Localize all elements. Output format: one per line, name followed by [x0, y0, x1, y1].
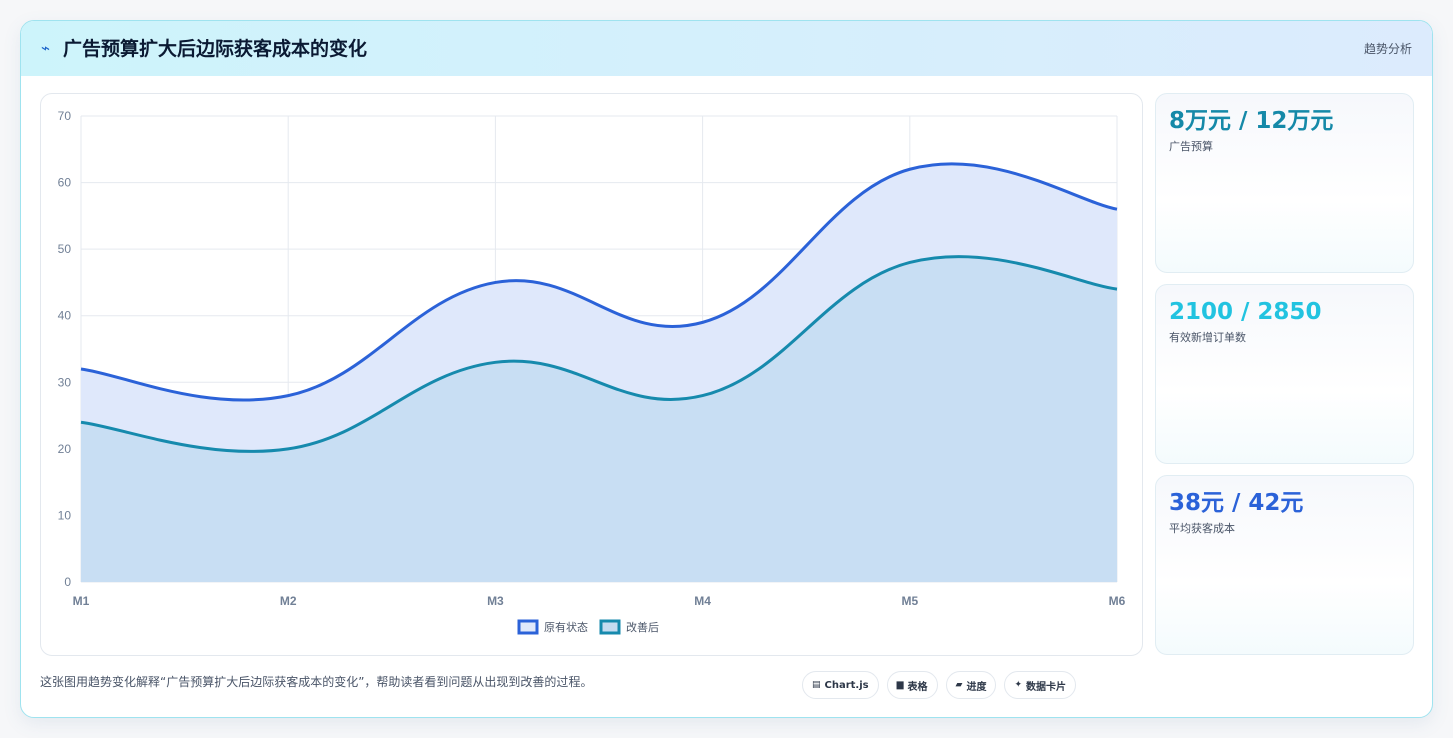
tag-label: Chart.js — [824, 679, 869, 691]
legend-label: 改善后 — [626, 620, 659, 634]
stat-card-new-orders: 2100 / 2850 有效新增订单数 — [1155, 284, 1414, 464]
chart-description: 这张图用趋势变化解释“广告预算扩大后边际获客成本的变化”，帮助读者看到问题从出现… — [40, 675, 593, 689]
legend-swatch — [517, 619, 539, 635]
chart-panel: 0 10 20 30 40 50 60 70 M1 M2 M3 M4 M5 M6 原有状态 改善后 — [40, 93, 1143, 656]
tag-label: 表格 — [907, 681, 928, 693]
series-line-0 — [80, 162, 1118, 402]
tag-data-card[interactable]: ✦ 数据卡片 — [1004, 671, 1077, 699]
chart-icon: ▤ — [812, 680, 821, 690]
stat-value: 2100 / 2850 — [1169, 299, 1322, 325]
tag-label: 数据卡片 — [1026, 681, 1067, 693]
report-card: ⌁ 广告预算扩大后边际获客成本的变化 趋势分析 0 10 20 30 40 50 60 70 M… — [20, 20, 1433, 718]
x-tick-label: M2 — [280, 594, 297, 608]
stat-card-ad-budget: 8万元 / 12万元 广告预算 — [1155, 93, 1414, 273]
series-line-1 — [80, 255, 1118, 453]
x-tick-label: M5 — [901, 594, 918, 608]
card-header: ⌁ 广告预算扩大后边际获客成本的变化 趋势分析 — [21, 21, 1432, 76]
x-tick-label: M3 — [487, 594, 504, 608]
x-tick-label: M6 — [1109, 594, 1126, 608]
tag-progress[interactable]: ▰ 进度 — [945, 671, 997, 699]
sparkle-icon: ✦ — [1014, 680, 1023, 690]
y-tick-label: 10 — [58, 508, 72, 522]
legend-swatch — [599, 619, 621, 635]
tech-tags: ▤ Chart.js ▆ 表格 ▰ 进度 ✦ 数据卡片 — [802, 671, 1077, 699]
stat-label: 广告预算 — [1169, 140, 1213, 153]
series-area-1 — [81, 256, 1117, 582]
y-tick-label: 70 — [58, 109, 72, 123]
y-tick-label: 50 — [58, 242, 72, 256]
y-tick-label: 20 — [58, 442, 72, 456]
chart-trend-icon: ⌁ — [41, 39, 51, 57]
area-chart: 0 10 20 30 40 50 60 70 M1 M2 M3 M4 M5 M6 原有状态 改善后 — [58, 109, 1126, 635]
y-tick-label: 60 — [58, 176, 72, 190]
stat-value: 8万元 / 12万元 — [1169, 108, 1334, 134]
analysis-type-label: 趋势分析 — [1363, 42, 1412, 56]
stat-label: 平均获客成本 — [1169, 522, 1235, 535]
tag-chartjs[interactable]: ▤ Chart.js — [802, 671, 879, 699]
y-tick-label: 40 — [58, 309, 72, 323]
legend-label: 原有状态 — [544, 620, 588, 634]
y-tick-label: 0 — [64, 575, 71, 589]
stat-label: 有效新增订单数 — [1169, 331, 1246, 344]
page-title: 广告预算扩大后边际获客成本的变化 — [63, 38, 368, 60]
stat-card-acquisition-cost: 38元 / 42元 平均获客成本 — [1155, 475, 1414, 655]
progress-icon: ▰ — [955, 680, 963, 690]
y-tick-label: 30 — [58, 375, 72, 389]
x-tick-label: M4 — [694, 594, 711, 608]
tag-table[interactable]: ▆ 表格 — [886, 671, 938, 699]
stat-value: 38元 / 42元 — [1169, 490, 1304, 516]
tag-label: 进度 — [966, 681, 987, 693]
x-tick-label: M1 — [73, 594, 90, 608]
table-icon: ▆ — [896, 680, 904, 690]
